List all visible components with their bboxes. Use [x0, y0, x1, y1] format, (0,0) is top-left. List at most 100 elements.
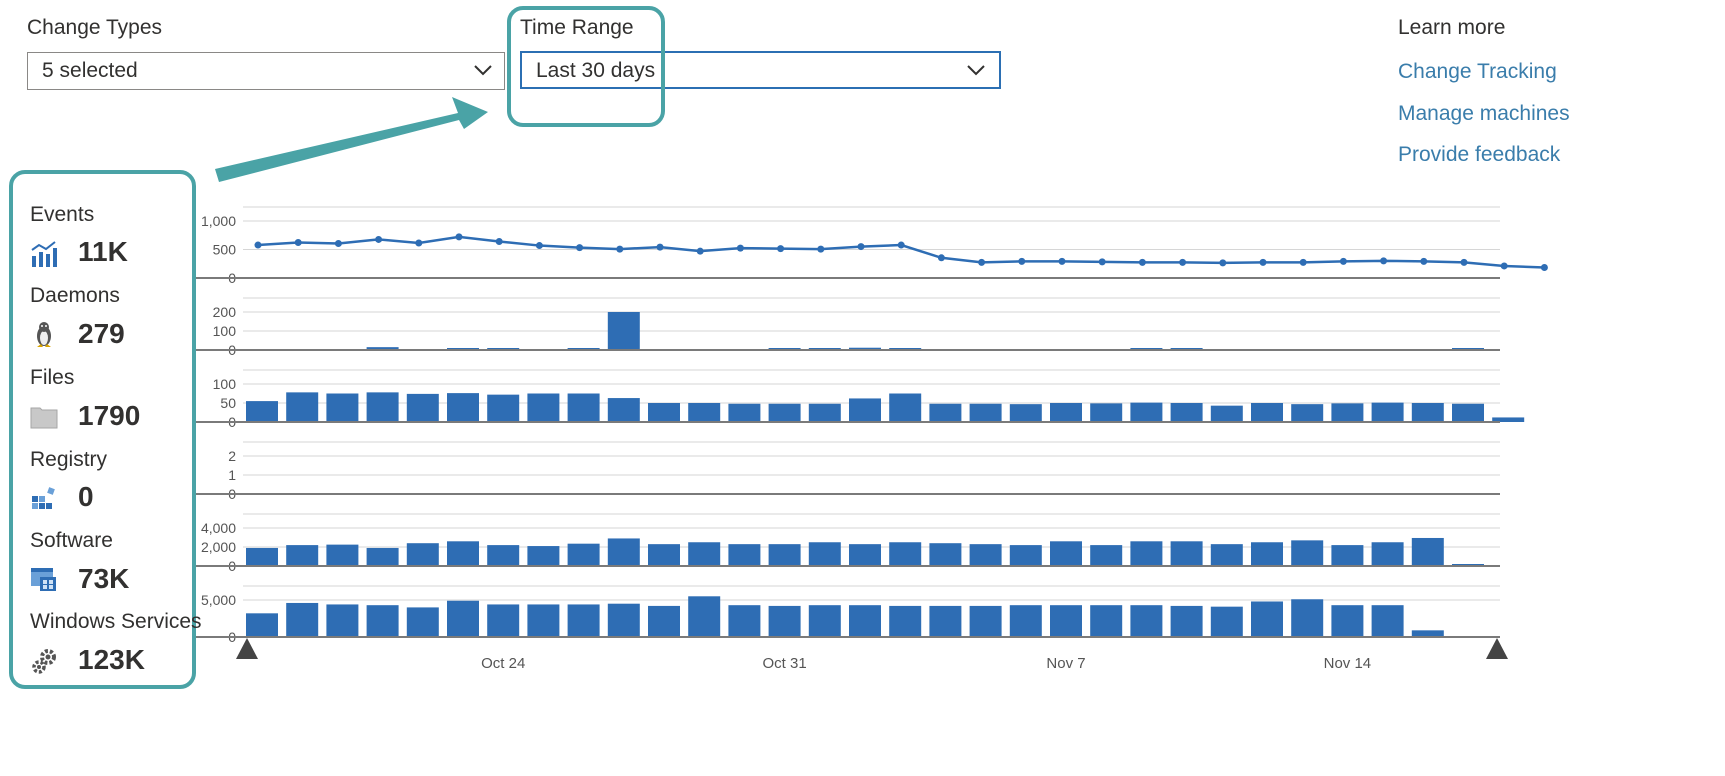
bar — [487, 545, 520, 566]
bar — [286, 392, 319, 422]
bar — [1411, 537, 1444, 566]
learn-more-title: Learn more — [1398, 16, 1506, 39]
bar — [1170, 605, 1203, 637]
bar — [366, 392, 399, 422]
bar — [406, 393, 439, 422]
metrics-highlight-box — [9, 170, 196, 689]
events-point — [576, 244, 584, 252]
metric-title-events: Events — [30, 203, 95, 226]
events-point — [1339, 257, 1347, 265]
bar — [406, 607, 439, 637]
events-point — [777, 245, 785, 253]
bar — [1009, 545, 1042, 566]
events-point — [535, 242, 543, 250]
events-point — [1299, 258, 1307, 266]
bar — [688, 403, 721, 422]
bar — [487, 394, 520, 422]
events-point — [254, 241, 262, 249]
bar — [1291, 404, 1324, 422]
change-types-dropdown[interactable]: 5 selected — [27, 52, 505, 90]
registry-icon — [32, 487, 55, 509]
change-types-value: 5 selected — [42, 59, 138, 82]
time-range-dropdown[interactable]: Last 30 days — [520, 51, 1001, 89]
events-point — [1259, 258, 1267, 266]
events-point — [334, 240, 342, 248]
events-point — [978, 258, 986, 266]
bar — [1331, 403, 1364, 422]
metric-title-files: Files — [30, 366, 75, 389]
bar — [728, 544, 761, 566]
x-tick-label: Nov 14 — [1324, 655, 1372, 672]
bar — [688, 542, 721, 566]
bar — [1050, 541, 1082, 566]
events-point — [1058, 257, 1066, 265]
bar — [246, 401, 278, 422]
bar — [1411, 403, 1444, 422]
bar — [567, 393, 600, 422]
bar — [688, 596, 721, 637]
events-point — [897, 241, 905, 249]
bar — [567, 604, 600, 637]
bar — [768, 605, 801, 637]
bar — [889, 605, 922, 637]
bar — [1170, 541, 1203, 566]
provide-feedback-link[interactable]: Provide feedback — [1398, 143, 1561, 166]
bar — [849, 605, 881, 637]
bar — [326, 544, 359, 566]
manage-machines-link[interactable]: Manage machines — [1398, 102, 1570, 125]
events-point — [1098, 258, 1106, 266]
events-point — [375, 235, 383, 243]
metric-value-daemons: 279 — [78, 318, 125, 349]
range-start-handle — [236, 638, 258, 659]
bar — [1050, 605, 1082, 637]
gears-icon — [32, 649, 56, 674]
events-point — [656, 243, 664, 251]
bar — [1331, 545, 1364, 566]
bar — [768, 403, 801, 422]
bar — [1251, 542, 1283, 566]
bar — [889, 542, 922, 566]
metric-value-registry: 0 — [78, 481, 94, 512]
bar — [1210, 544, 1243, 566]
metric-value-events: 11K — [78, 236, 128, 267]
bar — [366, 605, 399, 637]
bar — [969, 403, 1002, 422]
metric-value-software: 73K — [78, 563, 130, 594]
x-tick-label: Oct 31 — [763, 655, 807, 672]
time-range-highlight-box — [507, 6, 665, 127]
bar — [1411, 630, 1444, 637]
bar — [1291, 599, 1324, 637]
bar — [1371, 542, 1404, 566]
bar — [889, 393, 922, 422]
bar — [1251, 601, 1283, 637]
events-point — [1179, 258, 1187, 266]
penguin-icon — [37, 322, 51, 347]
y-tick-label: 1,000 — [201, 213, 236, 229]
bar — [1251, 403, 1283, 422]
time-range-label: Time Range — [520, 16, 634, 39]
bar — [1291, 540, 1324, 566]
change-tracking-link[interactable]: Change Tracking — [1398, 60, 1557, 83]
events-chart-icon — [31, 241, 57, 267]
events-point — [294, 239, 302, 246]
bar — [447, 541, 479, 566]
bar — [447, 600, 479, 637]
bar — [1090, 545, 1123, 566]
bar — [487, 604, 520, 637]
bar — [607, 398, 640, 422]
bar — [648, 403, 680, 422]
bar — [366, 547, 399, 566]
events-point — [1018, 257, 1026, 265]
bar — [246, 547, 278, 566]
y-tick-label: 100 — [213, 323, 237, 339]
events-point — [1460, 258, 1468, 266]
bar — [1170, 403, 1203, 422]
bar — [286, 545, 319, 566]
events-point — [1219, 259, 1227, 267]
bar — [527, 604, 560, 637]
bar — [808, 605, 841, 637]
events-point — [1540, 263, 1548, 271]
bar — [728, 605, 761, 637]
bar — [447, 393, 479, 422]
y-tick-label: 2,000 — [201, 539, 236, 555]
